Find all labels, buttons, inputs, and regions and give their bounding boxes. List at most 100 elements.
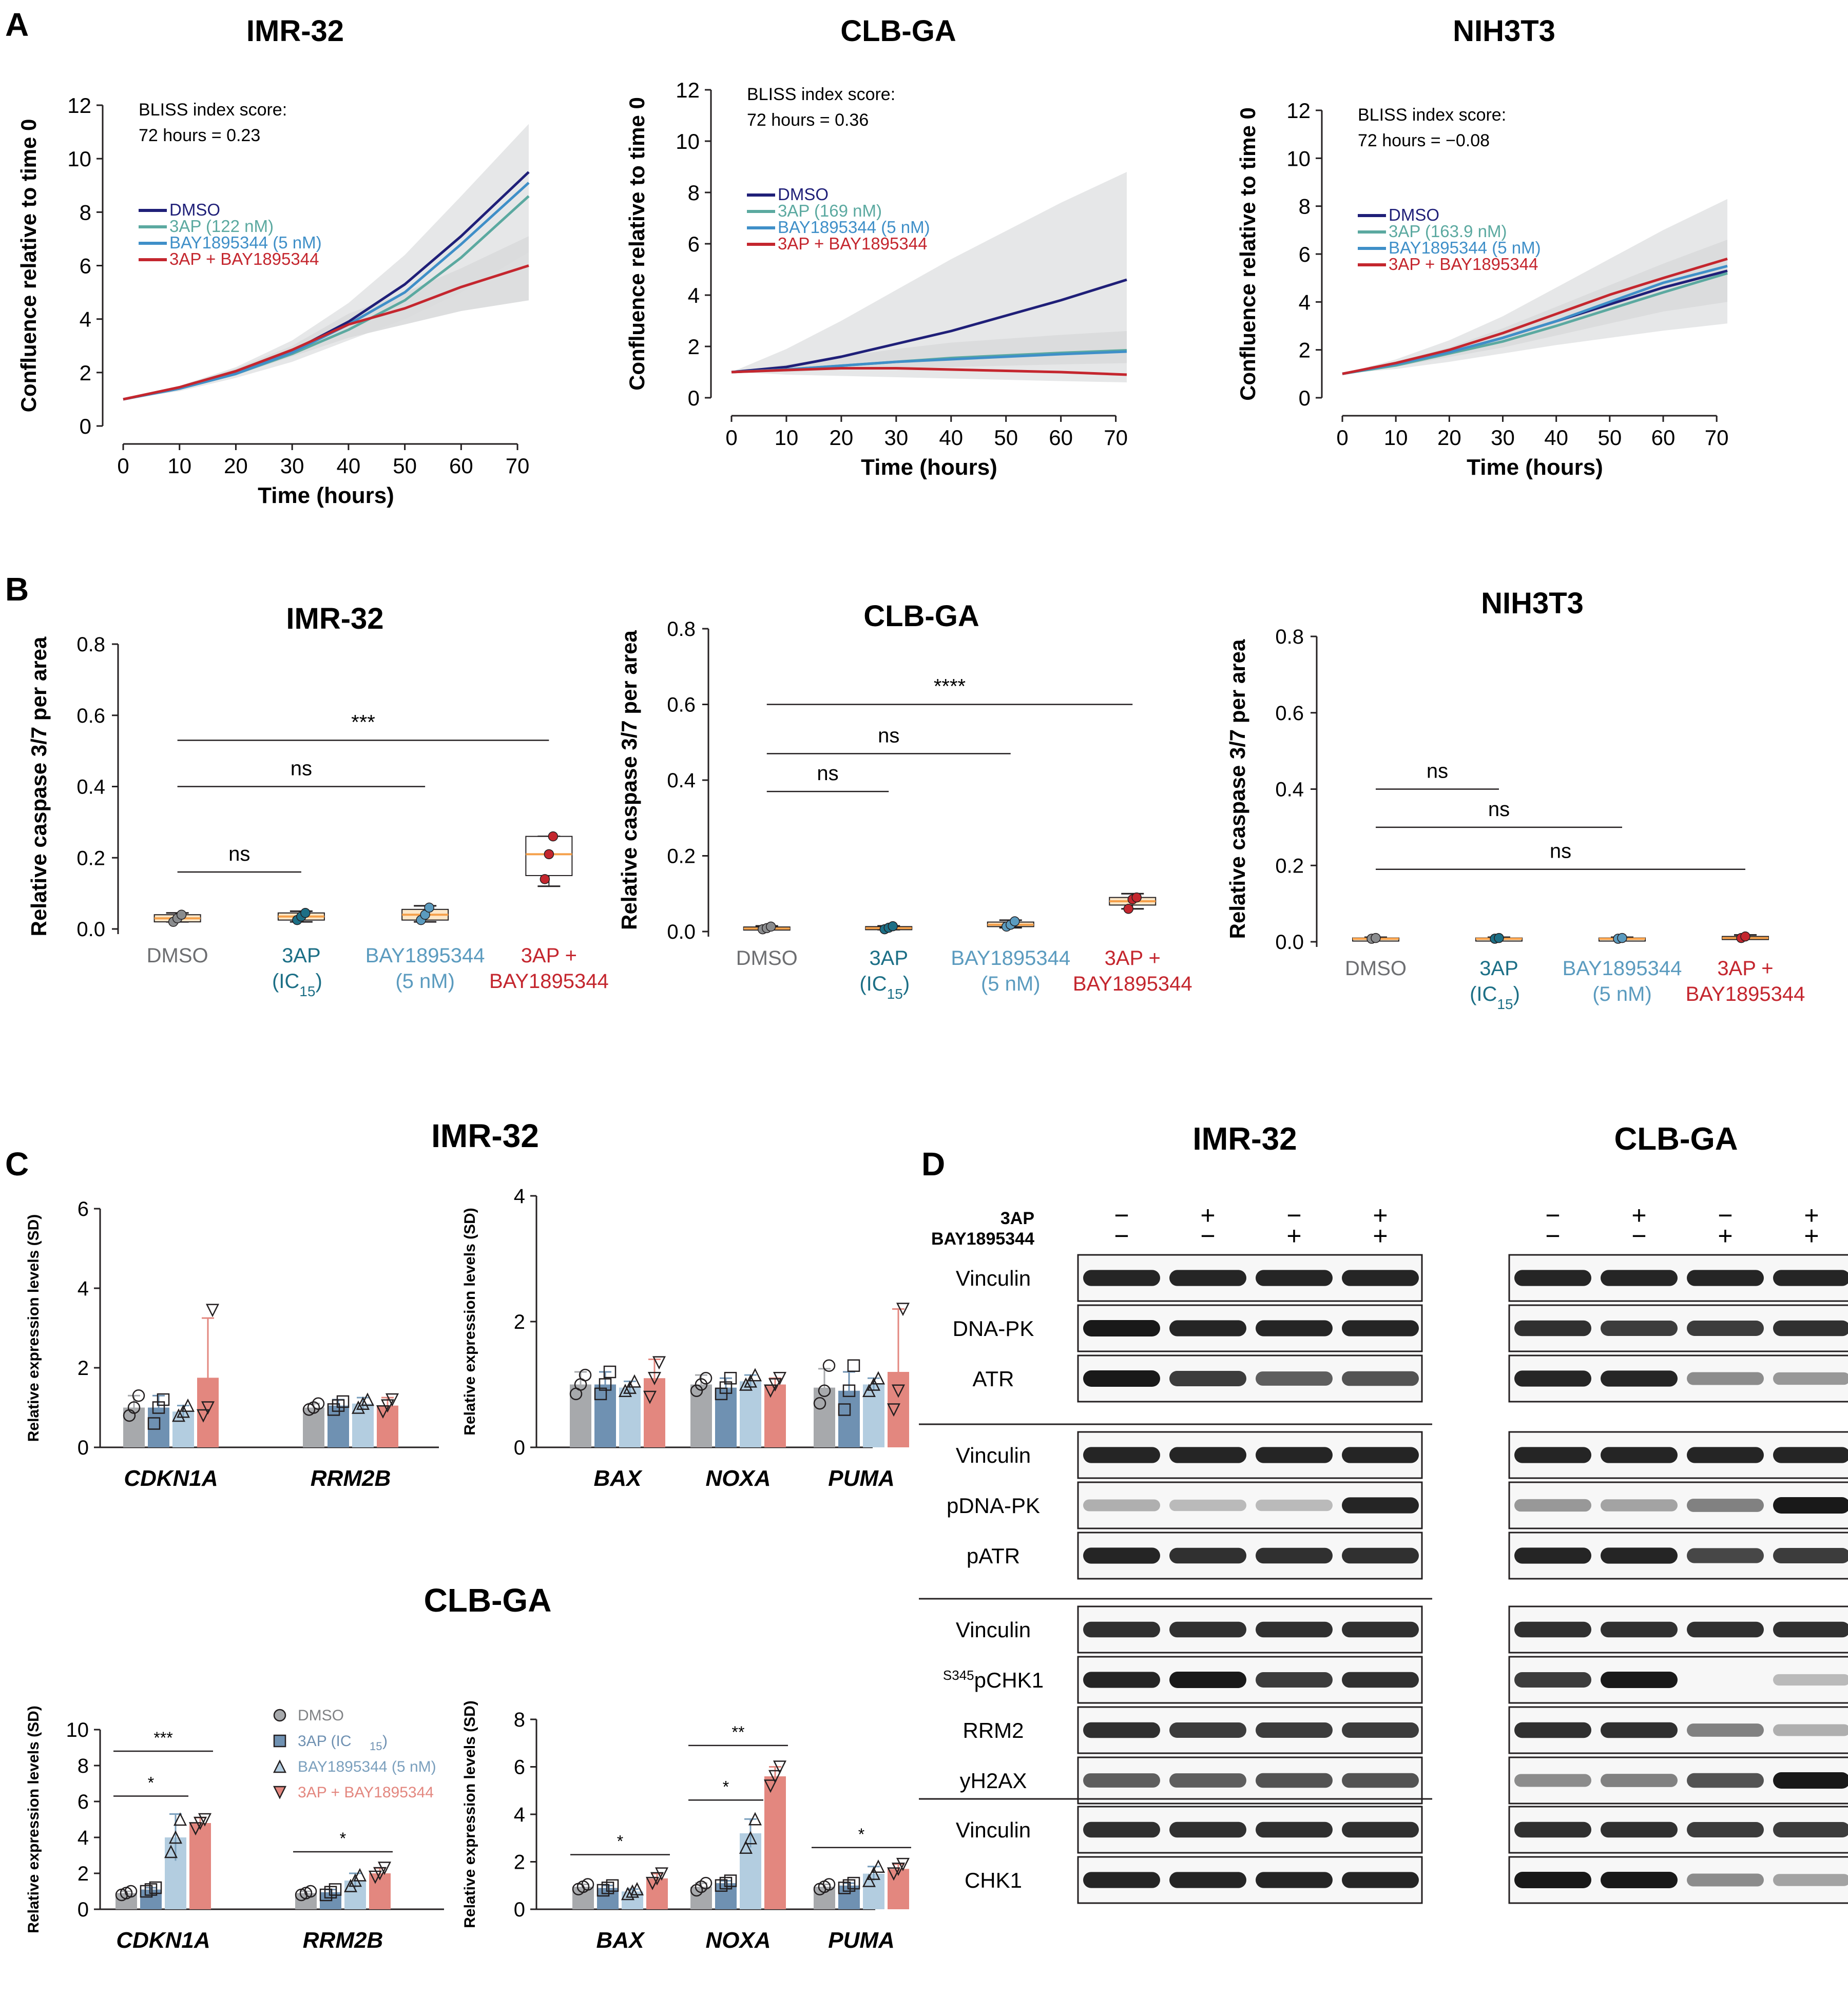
y-tick-label: 0.4 xyxy=(76,776,105,799)
point-triangle xyxy=(748,1368,762,1382)
point-square xyxy=(140,1885,153,1898)
y-tick-label: 0 xyxy=(1299,386,1311,410)
blot-row-label-text: ATR xyxy=(973,1367,1014,1391)
blot-band xyxy=(1687,1321,1764,1336)
blot-row-label: CHK1 xyxy=(965,1868,1022,1892)
x-tick-label: 50 xyxy=(393,454,417,478)
x-tick-label: 70 xyxy=(506,454,530,478)
blot-band xyxy=(1256,1270,1333,1286)
data-point xyxy=(544,849,554,860)
y-axis-label: Confluence relative to time 0 xyxy=(1236,107,1260,401)
blot-band xyxy=(1514,1821,1591,1838)
y-tick-label: 0 xyxy=(80,414,91,438)
blot-band xyxy=(1256,1621,1333,1638)
y-tick-label: 6 xyxy=(1299,242,1311,266)
y-tick-label: 12 xyxy=(1286,99,1311,123)
y-axis-label: Confluence relative to time 0 xyxy=(625,97,649,391)
bar xyxy=(814,1887,835,1909)
y-tick-label: 0.2 xyxy=(667,845,696,868)
point-inverted-triangle xyxy=(643,1390,657,1404)
x-axis-label: Time (hours) xyxy=(258,483,394,508)
series-line-3 xyxy=(1342,257,1728,375)
significance-label: * xyxy=(340,1829,346,1848)
bar-2-2 xyxy=(862,1371,886,1447)
blot-band xyxy=(1514,1499,1591,1512)
chart-title: IMR-32 xyxy=(246,14,344,48)
treatment-sign-3ap: − xyxy=(1718,1201,1732,1230)
bar-0-2 xyxy=(813,1359,836,1447)
treatment-sign-bay: + xyxy=(1718,1222,1732,1250)
point-inverted-triangle xyxy=(201,1401,215,1415)
data-point xyxy=(424,902,434,913)
blot-band xyxy=(1514,1320,1591,1336)
bar-2-1 xyxy=(343,1868,367,1909)
bliss-score: 72 hours = 0.23 xyxy=(139,126,260,145)
y-tick-label: 8 xyxy=(688,181,700,205)
x-tick-label: 20 xyxy=(1437,425,1461,450)
y-tick-label: 10 xyxy=(67,147,91,171)
point-square xyxy=(596,1884,610,1897)
growth-chart-imr-32: IMR-32 0 2 4 6 8 10 12 0 10 20 30 40 50 60 70 Time (hour… xyxy=(16,14,530,508)
point-inverted-triangle xyxy=(645,1876,660,1890)
point-triangle xyxy=(743,1374,758,1388)
blot-band xyxy=(1342,1773,1419,1788)
category-label-2-text: (5 nM) xyxy=(981,973,1041,995)
point-triangle xyxy=(356,1396,370,1410)
blot-band xyxy=(1169,1872,1246,1888)
blot-band xyxy=(1083,1447,1160,1463)
box-1 xyxy=(1475,933,1523,944)
category-label-2-text: BAY1895344 xyxy=(489,970,609,993)
blot-row-dna-pk xyxy=(1077,1304,1423,1352)
significance-label: ns xyxy=(1550,840,1571,863)
point-inverted-triangle xyxy=(773,1760,787,1774)
category-label-2: (IC15) xyxy=(272,970,322,999)
blot-band xyxy=(1083,1872,1160,1888)
category-label: 3AP + xyxy=(521,944,577,967)
y-axis-label: Relative caspase 3/7 per area xyxy=(27,636,51,936)
blot-band xyxy=(1083,1499,1160,1511)
point-square xyxy=(601,1882,614,1894)
data-point xyxy=(766,921,776,932)
y-tick-label: 8 xyxy=(1299,195,1311,219)
category-label-2-text: BAY1895344 xyxy=(1073,973,1192,995)
expression-chart-7: 0 2 4 Relative expression levels (SD) BAX NOX… xyxy=(461,1185,910,1491)
treatment-sign-bay: + xyxy=(1286,1222,1301,1250)
confidence-band xyxy=(1342,199,1727,374)
blot-row-chk1 xyxy=(1077,1856,1423,1904)
blot-band xyxy=(1342,1371,1419,1386)
blot-band xyxy=(1342,1722,1419,1738)
y-tick-label: 8 xyxy=(514,1709,525,1731)
point-inverted-triangle xyxy=(193,1816,207,1830)
y-tick-label: 6 xyxy=(688,232,700,256)
blot-band xyxy=(1687,1270,1764,1286)
bar xyxy=(619,1387,641,1447)
blot-row-label-text: pDNA-PK xyxy=(947,1494,1040,1518)
legend-label: 3AP (122 nM) xyxy=(169,217,274,236)
point-square xyxy=(724,1874,737,1887)
blot-band xyxy=(1256,1722,1333,1738)
blot-band xyxy=(1601,1499,1678,1511)
blot-band xyxy=(1342,1872,1419,1888)
series-line-3 xyxy=(731,367,1127,376)
bar-0-0 xyxy=(115,1885,138,1909)
bar-0-2 xyxy=(813,1878,836,1909)
significance-label: ns xyxy=(817,762,838,785)
y-tick-label: 6 xyxy=(514,1756,525,1779)
x-tick-label: 10 xyxy=(167,454,191,478)
blot-band xyxy=(1256,1821,1333,1838)
legend-label: BAY1895344 (5 nM) xyxy=(778,218,930,237)
bar xyxy=(189,1823,211,1909)
data-point xyxy=(1740,931,1750,942)
significance-label: ns xyxy=(1488,798,1510,821)
category-subscript: 15 xyxy=(887,986,903,1002)
x-tick-label: 30 xyxy=(280,454,304,478)
bar-0-1 xyxy=(690,1372,713,1447)
category-label: BAY1895344 xyxy=(1563,957,1682,980)
treatment-sign-3ap: − xyxy=(1114,1201,1129,1230)
blot-band xyxy=(1773,1270,1848,1286)
point-inverted-triangle xyxy=(198,1813,212,1827)
bar xyxy=(715,1883,737,1909)
y-tick-label: 0.6 xyxy=(1275,702,1304,725)
point-inverted-triangle xyxy=(763,1384,778,1398)
point-square xyxy=(336,1395,350,1408)
